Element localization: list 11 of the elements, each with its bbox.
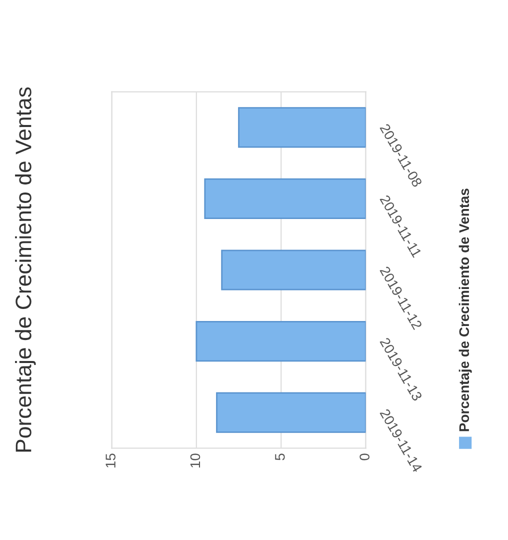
bar bbox=[196, 320, 366, 362]
bar bbox=[204, 178, 366, 220]
text: Porcentaje de Crecimiento de Ventas bbox=[15, 87, 36, 452]
text: Porcentaje de Crecimiento de Ventas bbox=[458, 188, 472, 432]
x-tick-label: 15 bbox=[106, 454, 116, 468]
bar bbox=[216, 392, 366, 433]
x-tick-label: 5 bbox=[275, 454, 285, 460]
x-tick-label: 0 bbox=[360, 454, 370, 460]
bar bbox=[238, 107, 366, 148]
bar bbox=[221, 250, 366, 290]
x-tick-label: 10 bbox=[190, 454, 200, 468]
